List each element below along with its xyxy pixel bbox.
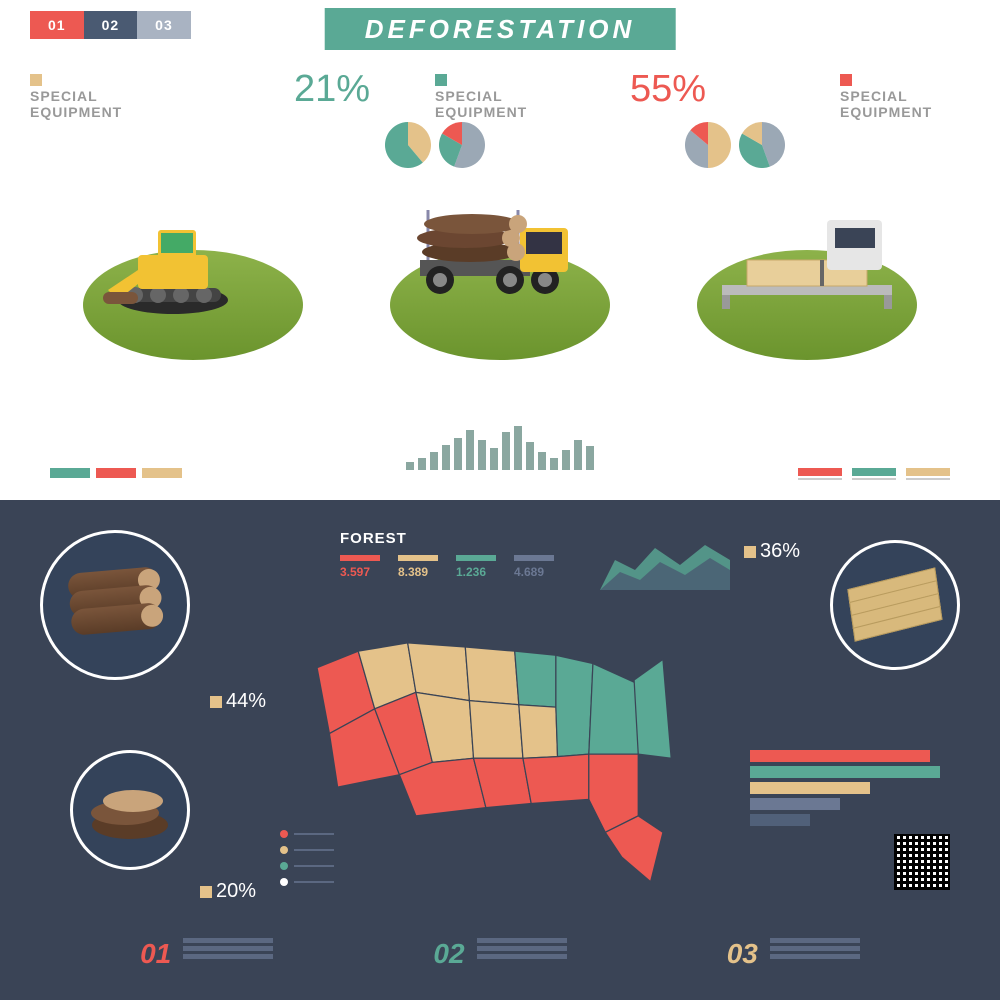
- step-01: 01: [140, 938, 273, 970]
- pct-44: 44%: [210, 690, 266, 713]
- sawmill-icon: [707, 200, 907, 320]
- equipment-panel: SPECIAL EQUIPMENT SPECIAL EQUIPMENT SPEC…: [0, 50, 1000, 500]
- hbar-chart: [750, 750, 950, 830]
- nav-01: 01: [30, 11, 84, 39]
- equipment-truck: [370, 180, 630, 380]
- firewood-circle: [70, 750, 190, 870]
- percent-55: 55%: [630, 68, 706, 111]
- forest-legend: 3.5978.3891.2364.689: [340, 555, 554, 579]
- truck-icon: [400, 180, 600, 320]
- dots-legend: [280, 830, 334, 886]
- logs-circle: [40, 530, 190, 680]
- legend-left: [50, 468, 182, 480]
- nav-02: 02: [84, 11, 138, 39]
- pct-36: 36%: [744, 540, 800, 563]
- nav-03: 03: [137, 11, 191, 39]
- area-chart: [600, 530, 730, 590]
- equipment-sawmill: [677, 180, 937, 380]
- forest-title: FOREST: [340, 530, 407, 547]
- percent-21: 21%: [294, 68, 370, 111]
- step-02: 02: [433, 938, 566, 970]
- pie-chart: [739, 122, 785, 168]
- us-map: [270, 610, 710, 890]
- pie-chart: [439, 122, 485, 168]
- equipment-loader: [63, 180, 323, 380]
- forest-panel: FOREST 3.5978.3891.2364.689 44% 20% 36% …: [0, 500, 1000, 1000]
- bottom-steps: 01 02 03: [0, 938, 1000, 970]
- qr-code: [894, 834, 950, 890]
- pie-chart: [685, 122, 731, 168]
- header: 01 02 03 DEFORESTATION: [0, 0, 1000, 50]
- page-title: DEFORESTATION: [325, 8, 676, 51]
- bar-chart: [406, 410, 594, 470]
- planks-circle: [830, 540, 960, 670]
- nav: 01 02 03: [30, 11, 191, 39]
- pct-20: 20%: [200, 880, 256, 903]
- loader-icon: [103, 200, 283, 320]
- step-03: 03: [727, 938, 860, 970]
- pie-chart: [385, 122, 431, 168]
- legend-right: [798, 468, 950, 480]
